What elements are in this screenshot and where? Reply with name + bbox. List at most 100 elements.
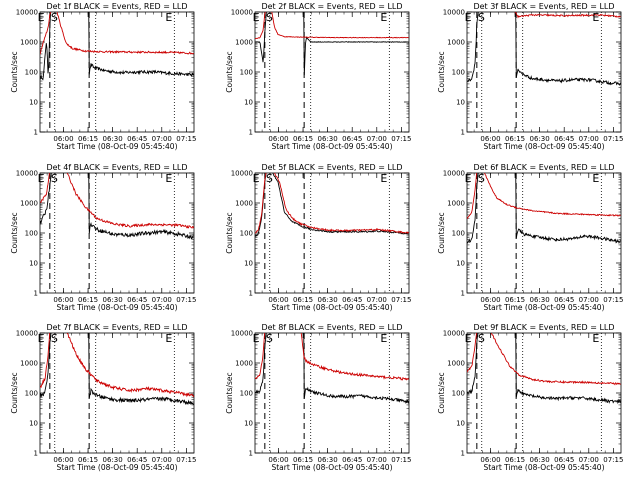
x-tick-label: 07:00 — [152, 456, 172, 464]
x-tick-label: 06:30 — [318, 456, 338, 464]
marker-label-e: E — [465, 11, 472, 24]
y-tick-label: 1000 — [20, 39, 38, 47]
panel-title: Det 8f BLACK = Events, RED = LLD — [261, 323, 402, 332]
x-tick-label: 07:15 — [603, 296, 623, 304]
marker-label-e: E — [38, 11, 45, 24]
y-tick-label: 1 — [461, 290, 465, 298]
panel-title: Det 4f BLACK = Events, RED = LLD — [46, 163, 187, 172]
x-tick-label: 06:30 — [530, 456, 550, 464]
x-axis-label: Start Time (08-Oct-09 05:45:40) — [56, 463, 177, 472]
marker-label-e: E — [165, 332, 172, 345]
marker-label-e: E — [380, 332, 387, 345]
x-tick-label: 06:45 — [554, 135, 574, 143]
y-tick-label: 10000 — [443, 170, 465, 178]
x-tick-label: 06:45 — [342, 296, 362, 304]
y-tick-label: 10000 — [16, 330, 38, 338]
lld-series-line — [255, 12, 409, 40]
y-axis-label: Counts/sec — [437, 212, 446, 253]
panel-title: Det 2f BLACK = Events, RED = LLD — [261, 2, 402, 11]
x-tick-label: 07:00 — [367, 135, 387, 143]
x-axis-label: Start Time (08-Oct-09 05:45:40) — [483, 142, 604, 151]
marker-label-s: S — [478, 332, 485, 345]
y-tick-label: 100 — [25, 230, 38, 238]
x-axis-label: Start Time (08-Oct-09 05:45:40) — [56, 303, 177, 312]
x-tick-label: 06:45 — [342, 456, 362, 464]
x-tick-label: 06:30 — [318, 296, 338, 304]
x-tick-label: 07:15 — [176, 135, 196, 143]
y-axis-label: Counts/sec — [10, 212, 19, 253]
y-tick-label: 10000 — [231, 9, 253, 17]
y-tick-label: 100 — [240, 69, 253, 77]
y-tick-label: 10000 — [443, 9, 465, 17]
marker-label-e: E — [592, 11, 599, 24]
lld-series-line — [255, 333, 409, 381]
x-tick-label: 06:15 — [78, 456, 98, 464]
plot-frame — [466, 172, 622, 294]
y-tick-label: 1 — [461, 129, 465, 137]
marker-label-e: E — [465, 172, 472, 185]
marker-label-e: E — [380, 172, 387, 185]
lld-series-line — [467, 333, 621, 386]
y-tick-label: 10 — [456, 420, 465, 428]
y-axis-label: Counts/sec — [437, 372, 446, 413]
x-axis-label: Start Time (08-Oct-09 05:45:40) — [271, 463, 392, 472]
y-tick-label: 1000 — [235, 39, 253, 47]
y-tick-label: 1 — [34, 450, 38, 458]
x-tick-label: 06:30 — [103, 296, 123, 304]
marker-label-s: S — [266, 332, 273, 345]
plot-frame — [254, 172, 410, 294]
detector-panel-8f: Det 8f BLACK = Events, RED = LLD 1 10 100 10… — [225, 323, 411, 472]
x-tick-label: 06:45 — [554, 296, 574, 304]
y-tick-label: 100 — [25, 390, 38, 398]
events-series-line — [255, 333, 409, 404]
x-tick-label: 06:15 — [293, 456, 313, 464]
y-tick-label: 1000 — [20, 200, 38, 208]
marker-label-s: S — [478, 172, 485, 185]
y-tick-label: 1000 — [447, 360, 465, 368]
lld-series-line — [40, 333, 194, 398]
y-axis-label: Counts/sec — [225, 212, 234, 253]
y-tick-label: 100 — [452, 230, 465, 238]
x-tick-label: 06:00 — [480, 135, 500, 143]
x-tick-label: 06:45 — [127, 135, 147, 143]
x-tick-label: 07:15 — [391, 296, 411, 304]
detector-panel-4f: Det 4f BLACK = Events, RED = LLD 1 10 100 10… — [10, 163, 196, 312]
x-tick-label: 06:45 — [127, 296, 147, 304]
x-tick-label: 07:15 — [603, 135, 623, 143]
lld-series-line — [40, 173, 194, 229]
y-tick-label: 100 — [452, 390, 465, 398]
x-tick-label: 07:00 — [367, 296, 387, 304]
x-tick-label: 07:15 — [176, 296, 196, 304]
events-series-line — [467, 173, 621, 244]
y-tick-label: 10 — [29, 260, 38, 268]
panel-title: Det 9f BLACK = Events, RED = LLD — [473, 323, 614, 332]
marker-label-e: E — [165, 11, 172, 24]
panel-title: Det 5f BLACK = Events, RED = LLD — [261, 163, 402, 172]
y-tick-label: 1 — [34, 290, 38, 298]
y-tick-label: 10000 — [231, 330, 253, 338]
x-tick-label: 07:15 — [603, 456, 623, 464]
marker-label-e: E — [253, 332, 260, 345]
x-tick-label: 06:15 — [505, 135, 525, 143]
x-tick-label: 06:30 — [103, 456, 123, 464]
panel-title: Det 1f BLACK = Events, RED = LLD — [46, 2, 187, 11]
plot-frame — [39, 172, 195, 294]
y-tick-label: 100 — [240, 230, 253, 238]
y-tick-label: 10 — [29, 420, 38, 428]
y-tick-label: 10000 — [231, 170, 253, 178]
marker-label-e: E — [592, 172, 599, 185]
plot-frame — [254, 11, 410, 133]
panel-title: Det 7f BLACK = Events, RED = LLD — [46, 323, 187, 332]
detector-panel-2f: Det 2f BLACK = Events, RED = LLD 1 10 100 10… — [225, 2, 411, 151]
x-tick-label: 07:00 — [152, 135, 172, 143]
events-series-line — [40, 12, 194, 81]
marker-label-e: E — [165, 172, 172, 185]
marker-label-e: E — [253, 172, 260, 185]
x-tick-label: 07:00 — [579, 135, 599, 143]
marker-label-s: S — [266, 172, 273, 185]
marker-label-e: E — [380, 11, 387, 24]
detector-panel-3f: Det 3f BLACK = Events, RED = LLD 1 10 100 10… — [437, 2, 623, 151]
y-tick-label: 1 — [461, 450, 465, 458]
y-tick-label: 1000 — [447, 39, 465, 47]
